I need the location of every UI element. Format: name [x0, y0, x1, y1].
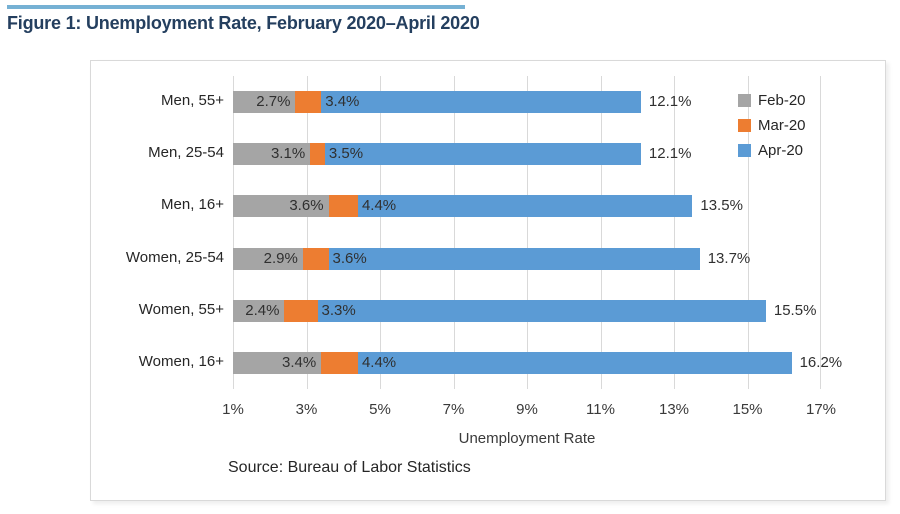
legend-label: Mar-20	[758, 117, 806, 134]
bar-feb-20	[233, 143, 311, 166]
data-label-feb-20: 2.7%	[256, 93, 291, 111]
x-tick-label: 15%	[732, 401, 763, 418]
data-label-apr-20: 12.1%	[648, 145, 692, 163]
bar-feb-20	[233, 247, 303, 270]
data-label-feb-20: 3.1%	[270, 145, 306, 163]
gridline-11%	[601, 76, 602, 389]
data-label-apr-20: 13.5%	[700, 197, 743, 215]
legend-swatch-icon	[738, 94, 751, 107]
data-label-mar-20: 3.4%	[325, 93, 360, 111]
figure-title: Figure 1: Unemployment Rate, February 20…	[7, 13, 480, 33]
gridline-13%	[674, 76, 675, 389]
gridline-17%	[820, 76, 821, 389]
x-tick-label: 5%	[369, 401, 391, 418]
bar-apr-20	[233, 299, 766, 322]
data-label-mar-20: 4.4%	[361, 197, 397, 215]
legend-swatch-icon	[738, 119, 751, 132]
legend-swatch-icon	[738, 144, 751, 157]
legend-item-feb-20: Feb-20	[738, 88, 806, 113]
chart-legend: Feb-20 Mar-20 Apr-20	[738, 88, 806, 163]
x-tick-label: 13%	[658, 401, 690, 418]
bar-apr-20	[233, 247, 700, 270]
category-label: Women, 16+	[138, 352, 224, 370]
gridline-9%	[527, 76, 528, 389]
gridline-5%	[380, 76, 381, 389]
gridline-15%	[748, 76, 749, 389]
x-axis-title: Unemployment Rate	[458, 430, 596, 447]
data-label-mar-20: 4.4%	[361, 353, 397, 371]
category-label: Women, 25-54	[125, 248, 224, 266]
category-label: Women, 55+	[138, 300, 224, 318]
x-tick-label: 7%	[442, 401, 465, 418]
legend-item-mar-20: Mar-20	[738, 113, 806, 138]
data-label-mar-20: 3.3%	[321, 301, 356, 319]
bar-apr-20	[233, 351, 792, 374]
bar-feb-20	[233, 351, 322, 374]
data-label-apr-20: 12.1%	[648, 93, 692, 111]
data-label-apr-20: 16.2%	[799, 353, 843, 371]
legend-item-apr-20: Apr-20	[738, 138, 806, 163]
x-tick-label: 3%	[295, 401, 318, 418]
category-label: Men, 25-54	[148, 144, 224, 162]
bar-apr-20	[233, 91, 641, 114]
data-label-feb-20: 2.9%	[263, 249, 298, 267]
bar-apr-20	[233, 143, 641, 166]
x-tick-label: 17%	[805, 401, 837, 418]
legend-label: Feb-20	[758, 92, 806, 109]
data-label-feb-20: 3.6%	[289, 197, 324, 215]
bar-feb-20	[233, 195, 329, 218]
x-tick-label: 1%	[222, 401, 244, 418]
gridline-7%	[454, 76, 455, 389]
data-label-mar-20: 3.6%	[332, 249, 367, 267]
legend-label: Apr-20	[758, 142, 804, 159]
x-tick-label: 9%	[516, 401, 538, 418]
category-label: Men, 55+	[161, 92, 224, 110]
title-accent-line	[7, 5, 465, 9]
gridline-1%	[233, 76, 234, 389]
gridline-3%	[307, 76, 308, 389]
plot-area: Men, 55+ 2.7% 3.4% 12.1% Men, 25-54 3.1% 3.5% 1…	[126, 76, 842, 389]
chart-frame: Men, 55+ 2.7% 3.4% 12.1% Men, 25-54 3.1% 3.5% 1…	[90, 60, 886, 501]
x-axis: 1% 3% 5% 7% 9% 11% 13% 15% 17%	[222, 401, 836, 421]
data-label-mar-20: 3.5%	[328, 145, 364, 163]
source-note: Source: Bureau of Labor Statistics	[228, 459, 471, 476]
data-label-feb-20: 2.4%	[245, 301, 280, 319]
x-tick-label: 11%	[586, 401, 615, 418]
bar-feb-20	[233, 299, 285, 322]
category-label: Men, 16+	[161, 196, 224, 214]
data-label-apr-20: 15.5%	[773, 301, 817, 319]
bar-feb-20	[233, 91, 296, 114]
data-label-feb-20: 3.4%	[281, 353, 317, 371]
data-label-apr-20: 13.7%	[707, 249, 751, 267]
